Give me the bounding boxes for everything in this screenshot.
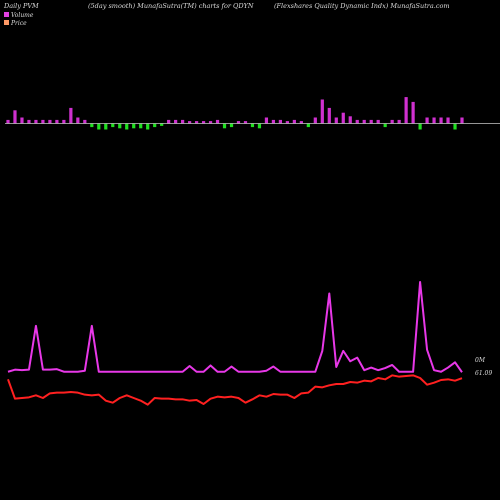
pvm-bar bbox=[55, 119, 59, 124]
pvm-bar bbox=[27, 119, 31, 124]
pvm-bar bbox=[306, 123, 310, 128]
pvm-bar bbox=[418, 123, 422, 130]
pvm-bar bbox=[397, 119, 401, 124]
pvm-bar bbox=[146, 123, 150, 130]
pvm-bar bbox=[62, 119, 66, 124]
pvm-bar bbox=[446, 117, 450, 124]
legend-volume-swatch bbox=[4, 12, 9, 17]
pvm-bar bbox=[34, 119, 38, 124]
pvm-bar bbox=[229, 123, 234, 128]
pvm-bar bbox=[6, 119, 10, 124]
pvm-bar bbox=[118, 123, 122, 129]
pvm-bar bbox=[404, 97, 408, 124]
pvm-bar bbox=[215, 119, 220, 124]
volume-last-label: 0M bbox=[475, 357, 486, 364]
pvm-bars bbox=[6, 97, 464, 130]
pvm-bar bbox=[334, 117, 338, 124]
pvm-bar bbox=[362, 119, 366, 124]
header-right: (Flexshares Quality Dynamic Indx) Munafa… bbox=[274, 2, 450, 10]
pvm-bar bbox=[383, 123, 387, 128]
pvm-bar bbox=[376, 119, 380, 124]
pvm-bar bbox=[313, 117, 317, 124]
pvm-bar bbox=[236, 121, 241, 124]
pvm-bar bbox=[208, 121, 213, 124]
legend-volume-label: Volume bbox=[11, 12, 34, 19]
pvm-bar bbox=[320, 99, 324, 124]
pvm-bar bbox=[104, 123, 108, 130]
volume-line bbox=[7, 281, 463, 373]
price-line bbox=[7, 374, 463, 406]
pvm-bar bbox=[271, 119, 276, 124]
price-last-label: 61.09 bbox=[475, 370, 492, 377]
pvm-bar bbox=[194, 121, 199, 124]
pvm-bar bbox=[299, 121, 303, 124]
pvm-bar bbox=[390, 119, 394, 124]
pvm-bar bbox=[264, 117, 269, 124]
legend-price-swatch bbox=[4, 20, 9, 25]
pvm-bar bbox=[132, 123, 136, 129]
pvm-bar bbox=[355, 119, 359, 124]
pvm-bar bbox=[453, 123, 457, 130]
pvm-bar bbox=[188, 121, 192, 124]
legend-price-label: Price bbox=[10, 20, 27, 27]
pvm-bar bbox=[369, 119, 373, 124]
pvm-bar bbox=[425, 117, 429, 124]
pvm-bar bbox=[250, 123, 255, 128]
pvm-bar bbox=[222, 123, 227, 129]
pvm-bar bbox=[167, 119, 171, 124]
pvm-bar bbox=[97, 123, 101, 130]
pvm-bar bbox=[201, 121, 206, 124]
pvm-bar bbox=[243, 121, 248, 124]
pvm-bar bbox=[90, 123, 94, 128]
pvm-bar bbox=[411, 101, 415, 124]
pvm-bar bbox=[181, 119, 185, 124]
pvm-bar bbox=[41, 119, 45, 124]
pvm-bar bbox=[139, 123, 143, 129]
pvm-bar bbox=[48, 119, 52, 124]
pvm-bar bbox=[69, 107, 73, 124]
pvm-bar bbox=[341, 112, 345, 124]
header-left: Daily PVM bbox=[3, 2, 39, 10]
pvm-bar bbox=[439, 117, 443, 124]
header-center: (5day smooth) MunafaSutra(TM) charts for… bbox=[88, 2, 254, 10]
pvm-bar bbox=[285, 121, 289, 124]
pvm-bar bbox=[348, 116, 352, 124]
pvm-bar bbox=[278, 119, 282, 124]
pvm-bar bbox=[125, 123, 129, 130]
pvm-bar bbox=[153, 123, 157, 128]
pvm-bar bbox=[83, 119, 87, 124]
pvm-bar bbox=[13, 110, 17, 124]
pvm-bar bbox=[257, 123, 262, 129]
pvm-bar bbox=[327, 107, 331, 124]
pvm-bar bbox=[292, 119, 296, 124]
pvm-bar bbox=[76, 117, 80, 124]
pvm-bar bbox=[20, 117, 24, 124]
pvm-bar bbox=[174, 119, 178, 124]
pvm-bar bbox=[111, 123, 115, 128]
pvm-bar bbox=[460, 117, 464, 124]
pvm-bar bbox=[432, 117, 436, 124]
pvm-bar bbox=[160, 123, 164, 126]
